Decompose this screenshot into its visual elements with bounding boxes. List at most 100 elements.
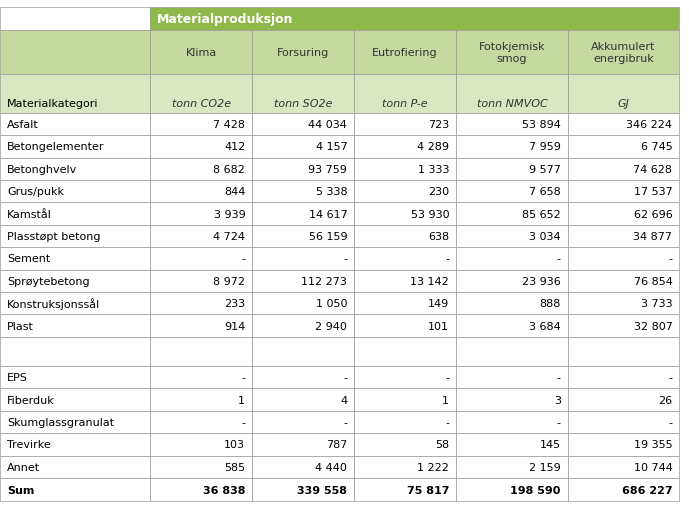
Bar [568,31,679,75]
Text: 85 652: 85 652 [522,209,561,219]
Bar [456,248,568,270]
Bar [150,389,252,411]
Text: Sum: Sum [7,485,34,495]
Text: tonn CO2e: tonn CO2e [172,99,231,109]
Text: Plasstøpt betong: Plasstøpt betong [7,232,101,241]
Text: 17 537: 17 537 [634,187,672,197]
Text: Fotokjemisk
smog: Fotokjemisk smog [479,42,545,64]
Bar [354,315,456,337]
Bar [568,478,679,501]
Text: 723: 723 [428,120,449,130]
Text: 7 428: 7 428 [214,120,245,130]
Text: 145: 145 [539,439,561,449]
Text: 53 894: 53 894 [522,120,561,130]
Bar [0,433,150,456]
Bar [252,456,354,478]
Text: -: - [445,373,449,382]
Text: -: - [343,373,347,382]
Text: 6 745: 6 745 [641,142,672,152]
Bar [354,270,456,292]
Text: 638: 638 [428,232,449,241]
Bar [354,31,456,75]
Bar [568,203,679,225]
Text: 93 759: 93 759 [309,164,347,175]
Bar [568,411,679,433]
Bar [456,456,568,478]
Bar [0,31,150,75]
Text: Annet: Annet [7,462,40,472]
Text: 26: 26 [658,395,672,405]
Bar [456,389,568,411]
Text: 346 224: 346 224 [626,120,672,130]
Bar [0,456,150,478]
Text: tonn P-e: tonn P-e [382,99,428,109]
Text: Skumglassgranulat: Skumglassgranulat [7,417,114,427]
Text: Forsuring: Forsuring [277,48,329,58]
Text: 7 658: 7 658 [529,187,561,197]
Bar [252,315,354,337]
Text: 19 355: 19 355 [634,439,672,449]
Bar [252,203,354,225]
Text: -: - [668,417,672,427]
Text: -: - [557,373,561,382]
Text: -: - [445,254,449,264]
Bar [0,75,150,114]
Bar [0,292,150,315]
Text: 76 854: 76 854 [634,276,672,286]
Bar [0,158,150,181]
Text: tonn SO2e: tonn SO2e [274,99,332,109]
Text: 8 682: 8 682 [214,164,245,175]
Bar [150,433,252,456]
Text: 1: 1 [238,395,245,405]
Bar [354,136,456,158]
Text: 10 744: 10 744 [634,462,672,472]
Text: -: - [241,417,245,427]
Bar [150,181,252,203]
Bar [456,31,568,75]
Text: 412: 412 [224,142,245,152]
Bar [456,270,568,292]
Text: 888: 888 [539,299,561,308]
Bar [354,114,456,136]
Bar [354,456,456,478]
Bar [150,478,252,501]
Bar [150,456,252,478]
Text: 4 440: 4 440 [316,462,347,472]
Bar [354,292,456,315]
Bar [568,389,679,411]
Text: Eutrofiering: Eutrofiering [372,48,438,58]
Bar [354,158,456,181]
Bar [150,337,252,366]
Bar [456,75,568,114]
Text: -: - [241,254,245,264]
Bar [568,456,679,478]
Bar [150,292,252,315]
Text: -: - [668,254,672,264]
Bar [150,411,252,433]
Text: 53 930: 53 930 [411,209,449,219]
Text: Grus/pukk: Grus/pukk [7,187,64,197]
Bar [252,136,354,158]
Text: 585: 585 [224,462,245,472]
Text: 844: 844 [224,187,245,197]
Text: 686 227: 686 227 [622,485,672,495]
Text: 1: 1 [442,395,449,405]
Text: 3 034: 3 034 [529,232,561,241]
Text: Akkumulert
energibruk: Akkumulert energibruk [591,42,656,64]
Bar [568,114,679,136]
Text: 787: 787 [326,439,347,449]
Bar [354,366,456,389]
Text: -: - [557,417,561,427]
Bar [354,203,456,225]
Text: Fiberduk: Fiberduk [7,395,54,405]
Text: Konstruksjonssål: Konstruksjonssål [7,298,100,309]
Text: Sement: Sement [7,254,50,264]
Bar [252,114,354,136]
Text: 75 817: 75 817 [407,485,449,495]
Bar [456,114,568,136]
Bar [150,31,252,75]
Bar [568,433,679,456]
Bar [354,389,456,411]
Bar [0,478,150,501]
Text: 1 222: 1 222 [418,462,449,472]
